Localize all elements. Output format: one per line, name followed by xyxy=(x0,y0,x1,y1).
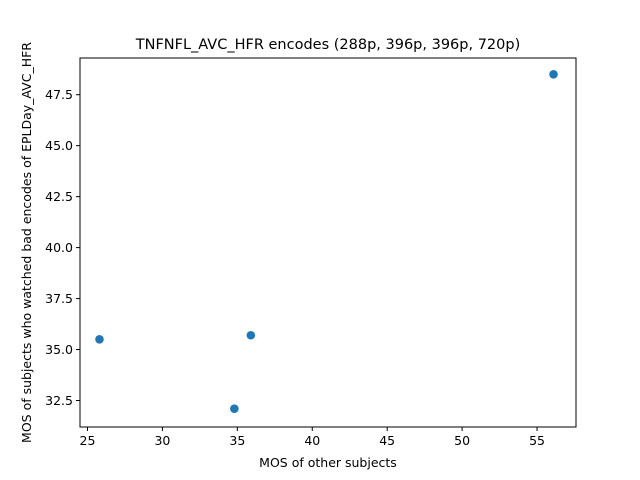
y-tick-label: 37.5 xyxy=(45,291,73,306)
x-axis-ticks: 25 30 35 40 45 50 55 xyxy=(80,427,545,448)
x-axis-label: MOS of other subjects xyxy=(259,455,397,470)
y-tick-label: 47.5 xyxy=(45,87,73,102)
chart-title: TNFNFL_AVC_HFR encodes (288p, 396p, 396p… xyxy=(135,37,521,53)
plot-area: 25 30 35 40 45 50 55 32.5 35.0 37.5 40.0 42.5 45.0 4… xyxy=(45,57,577,448)
data-point xyxy=(230,404,239,413)
x-tick-label: 50 xyxy=(454,433,470,448)
y-tick-label: 42.5 xyxy=(45,189,73,204)
x-tick-label: 45 xyxy=(379,433,395,448)
y-axis-label: MOS of subjects who watched bad encodes … xyxy=(19,42,34,443)
data-point xyxy=(549,70,558,79)
x-tick-label: 30 xyxy=(154,433,170,448)
axes-frame xyxy=(79,57,577,428)
data-point xyxy=(246,330,256,340)
x-tick-label: 40 xyxy=(304,433,320,448)
y-tick-label: 35.0 xyxy=(45,342,73,357)
x-tick-label: 55 xyxy=(529,433,545,448)
x-tick-label: 25 xyxy=(80,433,96,448)
y-axis-ticks: 32.5 35.0 37.5 40.0 42.5 45.0 47.5 xyxy=(45,87,80,408)
y-tick-label: 45.0 xyxy=(45,138,73,153)
y-tick-label: 40.0 xyxy=(45,240,73,255)
x-tick-label: 35 xyxy=(229,433,245,448)
data-points xyxy=(95,70,558,413)
data-point xyxy=(95,335,104,344)
y-tick-label: 32.5 xyxy=(45,393,73,408)
